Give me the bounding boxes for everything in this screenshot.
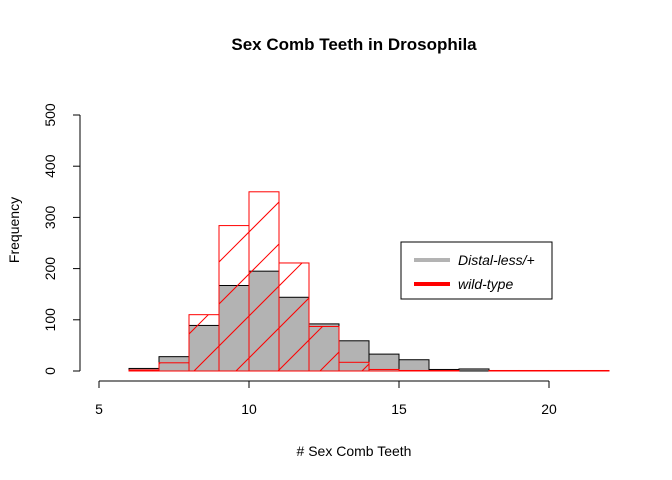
hatch-lines — [403, 370, 406, 372]
wild-type-bar-outline — [578, 369, 610, 372]
wild-type-bar — [488, 369, 520, 372]
hatch-lines — [0, 0, 672, 371]
hatch-lines — [219, 231, 249, 371]
distal-less-bar — [188, 324, 220, 372]
wild-type-bar — [428, 369, 460, 372]
y-axis-label: Frequency — [6, 197, 22, 263]
wild-type-bar — [158, 362, 190, 372]
wild-type-bar — [518, 369, 550, 372]
y-tick-label: 200 — [42, 257, 58, 281]
wild-type-bar-outline — [428, 369, 460, 372]
distal-less-bar — [248, 270, 280, 372]
wild-type-bar — [128, 369, 160, 372]
distal-less-bar — [338, 340, 370, 372]
legend: Distal-less/+ wild-type — [400, 241, 553, 300]
distal-less-bar — [458, 368, 490, 372]
y-tick-label: 100 — [42, 308, 58, 332]
y-tick-label: 300 — [42, 206, 58, 230]
wild-type-bar — [338, 361, 370, 372]
hatch-lines — [189, 314, 219, 371]
wild-type-bar — [548, 369, 580, 372]
hatch-lines — [0, 0, 672, 371]
wild-type-bar-outline — [518, 369, 550, 372]
distal-less-bar — [398, 359, 430, 372]
distal-less-bar — [278, 296, 310, 372]
wild-type-bar — [0, 0, 672, 372]
wild-type-bar-outline — [308, 325, 340, 372]
y-tick-label: 0 — [42, 367, 58, 375]
hatch-lines — [151, 369, 154, 372]
wild-type-bars — [0, 0, 672, 372]
hatch-lines — [159, 362, 161, 365]
wild-type-bar — [0, 0, 672, 372]
hatch-lines — [361, 363, 369, 371]
legend-label-wild-type: wild-type — [458, 276, 513, 292]
wild-type-bar — [308, 325, 340, 372]
hatch-lines — [309, 326, 339, 371]
x-tick-label: 15 — [391, 401, 407, 417]
wild-type-bar — [188, 314, 220, 372]
wild-type-bar-outline — [488, 369, 520, 372]
hatch-lines — [445, 370, 448, 372]
x-axis-label: # Sex Comb Teeth — [297, 443, 412, 459]
legend-box — [400, 241, 553, 300]
x-tick-label: 10 — [241, 401, 257, 417]
legend-label-distal-less: Distal-less/+ — [458, 252, 535, 268]
y-tick-label: 400 — [42, 154, 58, 178]
wild-type-bar — [248, 191, 280, 372]
wild-type-bar — [218, 225, 250, 372]
hatch-lines — [489, 370, 490, 371]
wild-type-bar-outline — [338, 361, 370, 372]
x-tick-label: 5 — [95, 401, 103, 417]
y-tick-label: 500 — [42, 103, 58, 127]
chart-title: Sex Comb Teeth in Drosophila — [231, 35, 477, 54]
distal-less-bar — [368, 353, 400, 372]
x-tick-label: 20 — [541, 401, 557, 417]
distal-less-bar — [218, 284, 250, 372]
wild-type-bar-outline — [398, 369, 430, 372]
hatch-lines — [249, 201, 279, 371]
wild-type-bar — [398, 369, 430, 372]
wild-type-bar-outline — [548, 369, 580, 372]
hatch-lines — [529, 370, 532, 372]
distal-less-bar — [308, 323, 340, 372]
distal-less-bar — [158, 356, 190, 372]
wild-type-bar-outline — [278, 262, 310, 372]
hatch-lines — [571, 370, 574, 372]
wild-type-bar — [278, 262, 310, 372]
hatch-lines — [279, 262, 309, 371]
